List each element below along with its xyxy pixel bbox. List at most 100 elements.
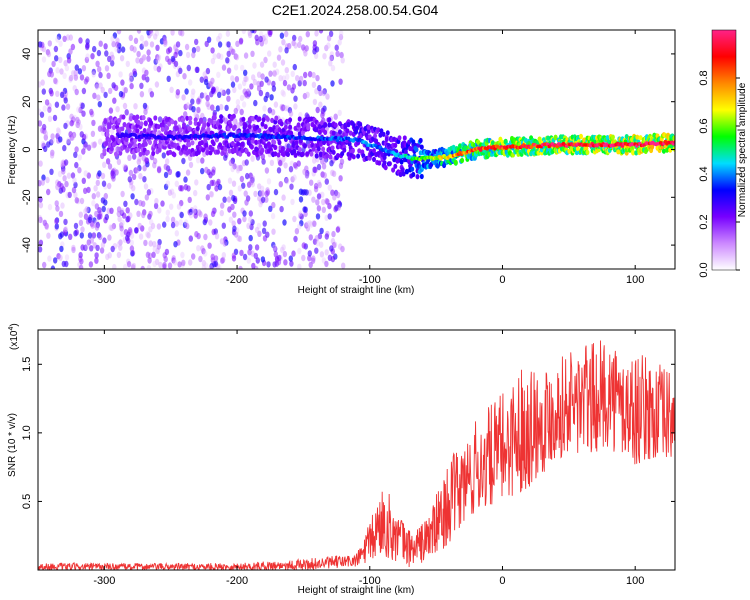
heatmap-cell <box>47 255 52 262</box>
heatmap-cell <box>121 212 127 219</box>
heatmap-cell <box>102 161 107 168</box>
heatmap-cell <box>102 237 107 244</box>
colorbar: 0.0 0.2 0.4 0.6 0.8 Normalized spectral ampl… <box>698 29 748 278</box>
heatmap-cell <box>123 200 128 207</box>
heatmap-cell <box>91 71 96 78</box>
heatmap-cell <box>153 202 159 210</box>
heatmap-cell <box>232 225 237 232</box>
heatmap-cell <box>155 44 160 51</box>
heatmap-cell <box>210 47 215 54</box>
heatmap-cell <box>77 154 83 161</box>
heatmap-cell <box>107 123 112 130</box>
heatmap-cell <box>356 153 361 159</box>
snr-y-ticks: 0.5 1.0 1.5 <box>21 357 675 509</box>
heatmap-cell <box>287 107 293 114</box>
heatmap-cell <box>143 120 148 126</box>
heatmap-cell <box>267 107 272 114</box>
heatmap-cell <box>130 193 135 200</box>
heatmap-cell <box>223 154 228 161</box>
heatmap-cell <box>249 83 254 90</box>
heatmap-cell <box>327 184 332 191</box>
heatmap-cell <box>63 225 69 233</box>
heatmap-cell <box>276 167 282 174</box>
heatmap-cell <box>305 170 310 177</box>
heatmap-cell <box>177 261 182 268</box>
heatmap-cell <box>320 112 325 119</box>
heatmap-cell <box>326 35 332 42</box>
heatmap-cell <box>94 210 99 218</box>
heatmap-cell <box>235 40 240 47</box>
heatmap-cell <box>49 90 54 97</box>
heatmap-cell <box>226 95 231 102</box>
heatmap-cell <box>154 197 159 205</box>
heatmap-cell <box>50 137 55 144</box>
heatmap-cell <box>376 127 381 133</box>
heatmap-cell <box>293 162 298 169</box>
heatmap-cell <box>138 233 144 240</box>
heatmap-cell <box>156 165 162 173</box>
heatmap-cell <box>334 204 339 211</box>
heatmap-cell <box>206 183 211 191</box>
heatmap-cell <box>276 54 282 61</box>
heatmap-cell <box>102 148 107 154</box>
heatmap-cell <box>258 35 263 43</box>
heatmap-cell <box>146 55 151 62</box>
heatmap-cell <box>273 144 278 151</box>
colorbar-tick-label: 0.8 <box>698 70 710 85</box>
heatmap-cell <box>237 235 243 243</box>
heatmap-cell <box>318 30 324 34</box>
heatmap-cell <box>321 146 326 152</box>
heatmap-cell <box>114 151 118 157</box>
heatmap-cell <box>251 138 255 144</box>
heatmap-cell <box>317 84 322 92</box>
heatmap-cell <box>264 190 269 197</box>
heatmap-cell <box>393 163 398 169</box>
heatmap-cell <box>74 197 80 204</box>
heatmap-cell <box>195 66 200 74</box>
heatmap-cell <box>133 103 138 110</box>
heatmap-cell <box>210 104 215 111</box>
heatmap-cell <box>93 185 98 192</box>
heatmap-cell <box>186 185 191 192</box>
heatmap-cell <box>201 147 206 153</box>
heatmap-cell <box>241 101 247 108</box>
heatmap-cell <box>133 137 138 144</box>
heatmap-cell <box>188 126 193 132</box>
heatmap-cell <box>212 115 217 121</box>
heatmap-cell <box>201 248 206 255</box>
heatmap-cell <box>186 64 191 72</box>
heatmap-cell <box>208 264 214 269</box>
heatmap-cell <box>73 151 78 158</box>
heatmap-cell <box>133 167 138 174</box>
heatmap-cell <box>59 183 64 190</box>
heatmap-cell <box>100 86 105 94</box>
heatmap-cell <box>219 209 224 217</box>
heatmap-cell <box>75 121 81 129</box>
heatmap-cell <box>335 50 340 57</box>
heatmap-cell <box>86 144 92 151</box>
heatmap-cell <box>128 76 134 84</box>
heatmap-cell <box>167 46 173 53</box>
heatmap-cell <box>631 150 636 156</box>
heatmap-cell <box>163 163 168 170</box>
heatmap-cell <box>271 201 276 209</box>
heatmap-cell <box>260 73 265 80</box>
y-tick-label: 1.0 <box>21 425 33 440</box>
heatmap-cell <box>183 176 188 183</box>
heatmap-cell <box>260 256 266 263</box>
heatmap-cell <box>293 103 298 110</box>
heatmap-cell <box>129 75 134 82</box>
heatmap-cell <box>281 194 286 201</box>
heatmap-cell <box>170 119 175 125</box>
heatmap-cell <box>314 30 319 37</box>
heatmap-cell <box>165 125 169 131</box>
heatmap-cell <box>269 94 274 101</box>
heatmap-cell <box>171 192 176 199</box>
heatmap-cell <box>148 240 153 247</box>
heatmap-cell <box>77 167 82 174</box>
heatmap-cell <box>66 137 71 144</box>
heatmap-cell <box>307 143 312 149</box>
x-tick-label: 0 <box>499 575 505 587</box>
heatmap-cell <box>81 177 87 184</box>
heatmap-cell <box>238 265 243 269</box>
